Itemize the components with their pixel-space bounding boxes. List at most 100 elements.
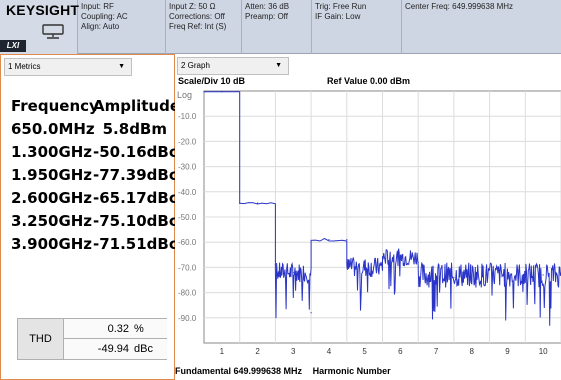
dropdown-arrow-icon: ▼ [275, 62, 282, 69]
remote-control-icon [42, 24, 64, 39]
thd-box: THD 0.32 % -49.94 dBc [17, 318, 167, 360]
amplitude-cell: -71.51dBc [93, 235, 178, 253]
attenuation-settings[interactable]: Atten: 36 dB Preamp: Off [242, 0, 312, 54]
corrections-settings[interactable]: Input Z: 50 Ω Corrections: Off Freq Ref:… [166, 0, 242, 54]
trigger-settings[interactable]: Trig: Free Run IF Gain: Low [312, 0, 402, 54]
corrections-label: Corrections: Off [169, 12, 225, 21]
graph-footer: Fundamental 649.999638 MHz Harmonic Numb… [175, 366, 391, 376]
x-tick-labels: 1 2 3 4 5 6 7 8 9 10 [220, 347, 549, 356]
graph-window-selector[interactable]: 2 Graph ▼ [177, 57, 289, 75]
trace-point [292, 271, 294, 274]
trace-point [381, 269, 384, 271]
align-label: Align: Auto [81, 22, 120, 31]
table-header: Frequency Amplitude [11, 95, 181, 118]
amplitude-cell: 5.8dBm [102, 120, 167, 138]
trace-point [506, 274, 509, 276]
x-tick-label: 4 [327, 347, 332, 356]
if-gain-label: IF Gain: Low [315, 12, 361, 21]
thd-percent-row: 0.32 % [64, 319, 167, 339]
trace-point [453, 276, 455, 279]
table-row: 1.950GHz -77.39dBc [11, 164, 178, 187]
amplitude-cell: -50.16dBc [93, 143, 178, 161]
y-tick-label: -70.0 [178, 263, 197, 272]
x-tick-label: 7 [434, 347, 439, 356]
brand-logo: KEYSIGHT [6, 2, 80, 18]
frequency-header: Frequency [11, 97, 99, 115]
trace-point [239, 202, 241, 204]
thd-label: THD [18, 319, 64, 359]
x-tick-label: 3 [291, 347, 296, 356]
input-settings[interactable]: Input: RF Coupling: AC Align: Auto [78, 0, 166, 54]
trace-point [256, 202, 259, 204]
lxi-badge: LXI [0, 40, 26, 52]
x-tick-label: 9 [505, 347, 510, 356]
trace-point [346, 239, 348, 241]
trace-point [310, 312, 312, 314]
thd-percent-value: 0.32 [107, 323, 129, 335]
table-row: 1.300GHz -50.16dBc [11, 141, 178, 164]
y-tick-label: -40.0 [178, 188, 197, 197]
frequency-cell: 2.600GHz [11, 189, 93, 207]
amplitude-cell: -77.39dBc [93, 166, 178, 184]
ref-value-label: Ref Value 0.00 dBm [327, 76, 411, 86]
frequency-cell: 1.300GHz [11, 143, 93, 161]
y-tick-label: -90.0 [178, 314, 197, 323]
trace-point [364, 266, 366, 268]
x-tick-label: 8 [470, 347, 475, 356]
thd-dbc-unit: dBc [134, 343, 153, 355]
thd-dbc-row: -49.94 dBc [64, 339, 167, 359]
x-tick-label: 5 [362, 347, 367, 356]
trace-group [203, 91, 561, 326]
frequency-cell: 1.950GHz [11, 166, 93, 184]
brand-area: KEYSIGHT LXI [0, 0, 80, 54]
harmonics-table: Frequency Amplitude 650.0MHz 5.8dBm 1.30… [11, 95, 181, 256]
fundamental-frequency-label: Fundamental 649.999638 MHz [175, 366, 303, 376]
frequency-cell: 650.0MHz [11, 120, 95, 138]
frequency-cell: 3.250GHz [11, 212, 93, 230]
y-tick-label: -80.0 [178, 289, 197, 298]
x-tick-label: 6 [398, 347, 403, 356]
amplitude-cell: -65.17dBc [93, 189, 178, 207]
preamp-label: Preamp: Off [245, 12, 288, 21]
amplitude-cell: -75.10dBc [93, 212, 178, 230]
trace-line [204, 91, 561, 326]
trig-label: Trig: Free Run [315, 2, 367, 11]
input-impedance-label: Input Z: 50 Ω [169, 2, 216, 11]
frequency-cell: 3.900GHz [11, 235, 93, 253]
center-freq-label: Center Freq: 649.999638 MHz [405, 2, 514, 11]
status-bar: KEYSIGHT LXI Input: RF Coupling: AC Alig… [0, 0, 561, 54]
atten-label: Atten: 36 dB [245, 2, 290, 11]
trace-point [435, 276, 437, 279]
trace-point [274, 264, 276, 266]
trace-point [471, 279, 473, 281]
x-tick-label: 2 [255, 347, 260, 356]
table-row: 3.250GHz -75.10dBc [11, 210, 178, 233]
frequency-settings[interactable]: Center Freq: 649.999638 MHz [402, 0, 561, 54]
trace-point [417, 261, 419, 263]
metrics-window-selector[interactable]: 1 Metrics ▼ [4, 58, 132, 76]
amplitude-header: Amplitude [93, 97, 181, 115]
trace-point [542, 274, 544, 276]
trace-point [221, 91, 223, 93]
y-tick-label: -50.0 [178, 213, 197, 222]
trace-point [399, 256, 401, 258]
trace-point [328, 239, 330, 241]
scale-per-div-label: Scale/Div 10 dB [178, 76, 246, 86]
metrics-selector-label: 1 Metrics [8, 62, 41, 71]
coupling-label: Coupling: AC [81, 12, 128, 21]
trace-point [524, 271, 526, 274]
trace-point [203, 91, 205, 93]
x-axis-label: Harmonic Number [312, 366, 391, 376]
x-tick-label: 1 [220, 347, 225, 356]
table-row: 3.900GHz -71.51dBc [11, 233, 178, 256]
y-tick-labels: -10.0 -20.0 -30.0 -40.0 -50.0 -60.0 -70.0 -80.0… [178, 112, 197, 323]
table-row: 650.0MHz 5.8dBm [11, 118, 167, 141]
input-label: Input: RF [81, 2, 114, 11]
y-tick-label: -20.0 [178, 137, 197, 146]
log-scale-label: Log [177, 90, 192, 100]
metrics-window[interactable]: 1 Metrics ▼ Frequency Amplitude 650.0MHz… [0, 54, 181, 380]
x-tick-label: 10 [539, 347, 548, 356]
table-row: 2.600GHz -65.17dBc [11, 187, 178, 210]
thd-dbc-value: -49.94 [97, 343, 129, 355]
